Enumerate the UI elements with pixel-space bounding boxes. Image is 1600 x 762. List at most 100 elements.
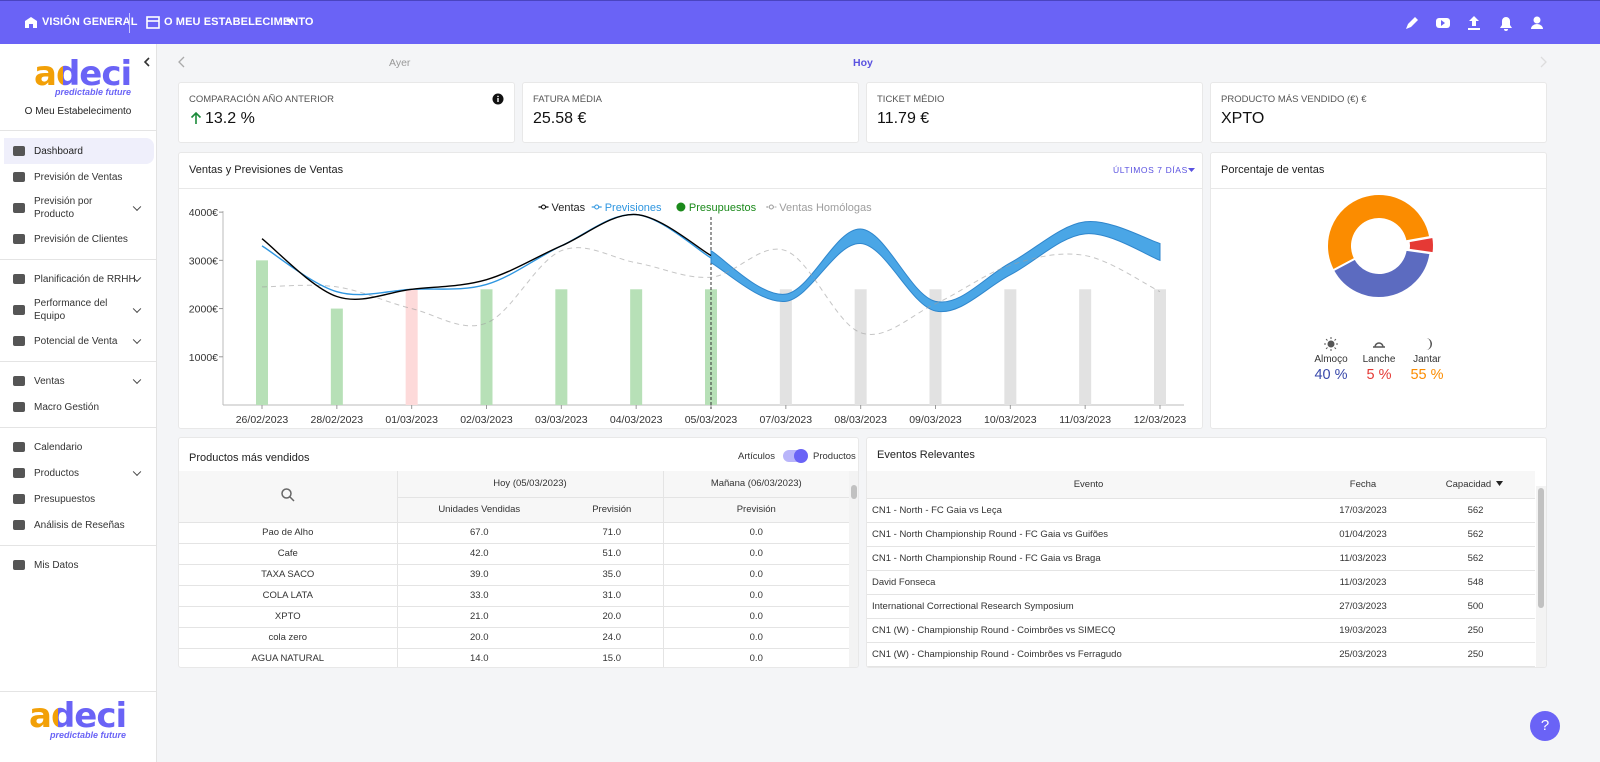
nav-item[interactable]: Mis Datos: [4, 552, 154, 578]
column-header[interactable]: Evento: [867, 471, 1310, 499]
caret: [1188, 168, 1195, 172]
event-row[interactable]: David Fonseca 11/03/2023 548: [867, 570, 1535, 595]
card-title: Porcentaje de ventas: [1221, 164, 1325, 176]
nav-label: Ventas: [34, 375, 65, 387]
scroll-thumb[interactable]: [851, 485, 857, 499]
establishment-menu[interactable]: O MEU ESTABELECIMENTO: [164, 16, 314, 28]
bell-icon[interactable]: [1500, 17, 1512, 31]
product-row[interactable]: Cafe 42.0 51.0 0.0: [179, 543, 849, 565]
nav-label: Macro Gestión: [34, 401, 100, 413]
nav-item[interactable]: Productos: [4, 460, 154, 486]
meal-icon: [1426, 338, 1432, 350]
number-cell: 51.0: [561, 543, 664, 565]
nav-label: Presupuestos: [34, 493, 96, 505]
kpi-card: TICKET MÉDIO 11.79 €: [866, 82, 1203, 143]
number-cell: 42.0: [397, 543, 561, 565]
kpi-label: FATURA MÉDIA: [533, 94, 602, 105]
nav-icon: [13, 146, 25, 156]
scrollbar[interactable]: [1536, 486, 1546, 667]
next-arrow[interactable]: [1538, 56, 1548, 68]
event-row[interactable]: CN1 - North Championship Round - FC Gaia…: [867, 522, 1535, 547]
nav-item[interactable]: Ventas: [4, 368, 154, 394]
toggle[interactable]: [783, 449, 808, 463]
sales-chart: 1000€ 2000€ 3000€ 4000€ 26/02/2023 28/02/2023…: [189, 202, 1187, 426]
group-header: Hoy (05/03/2023): [397, 471, 664, 498]
nav-label: Dashboard: [34, 145, 83, 157]
search-cell: [179, 471, 398, 523]
products-card: Productos más vendidos Artículos Product…: [178, 437, 859, 668]
nav-item[interactable]: Presupuestos: [4, 486, 154, 512]
product-row[interactable]: AGUA NATURAL 14.0 15.0 0.0: [179, 648, 849, 667]
nav-icon: [13, 560, 25, 570]
toggle-knob: [794, 449, 808, 463]
info-icon[interactable]: [492, 93, 504, 105]
chevron: [132, 375, 142, 385]
event-name: CN1 - North Championship Round - FC Gaia…: [867, 546, 1310, 571]
nav-label: Potencial de Venta: [34, 335, 118, 347]
product-row[interactable]: Pao de Alho 67.0 71.0 0.0: [179, 522, 849, 544]
column-header[interactable]: Capacidad: [1416, 471, 1535, 499]
collapse-button[interactable]: [143, 57, 151, 67]
x-tick-label: 11/03/2023: [1059, 414, 1111, 426]
product-name: AGUA NATURAL: [179, 648, 398, 667]
product-name: XPTO: [179, 606, 398, 628]
range-selector[interactable]: ÚLTIMOS 7 DÍAS: [1113, 165, 1188, 175]
nav-item[interactable]: Análisis de Reseñas: [4, 512, 154, 538]
user-icon[interactable]: [1533, 16, 1541, 24]
upload-icon[interactable]: [1468, 16, 1480, 30]
product-name: cola zero: [179, 627, 398, 649]
ray: [1325, 347, 1328, 350]
x-tick-label: 26/02/2023: [236, 414, 289, 426]
group-header: Mañana (06/03/2023): [663, 471, 849, 498]
nav-item[interactable]: Macro Gestión: [4, 394, 154, 420]
nav-item[interactable]: Potencial de Venta: [4, 328, 154, 354]
product-row[interactable]: XPTO 21.0 20.0 0.0: [179, 606, 849, 628]
nav-item[interactable]: Previsión de Clientes: [4, 226, 154, 252]
previous-day[interactable]: Ayer: [389, 57, 411, 69]
store-icon: [146, 16, 160, 29]
current-day[interactable]: Hoy: [853, 57, 873, 69]
nav-item[interactable]: Planificación de RRHH: [4, 266, 154, 292]
event-row[interactable]: CN1 - North Championship Round - FC Gaia…: [867, 546, 1535, 571]
legend-marker: [541, 204, 546, 210]
nav-icon: [13, 520, 25, 530]
nav-label: Mis Datos: [34, 559, 79, 571]
number-cell: 20.0: [561, 606, 664, 628]
event-name: David Fonseca: [867, 570, 1310, 595]
event-name: CN1 (W) - Championship Round - Coimbrões…: [867, 618, 1310, 643]
product-row[interactable]: COLA LATA 33.0 31.0 0.0: [179, 585, 849, 607]
nav-icon: [13, 402, 25, 412]
edit-icon[interactable]: [1406, 17, 1418, 29]
product-row[interactable]: TAXA SACO 39.0 35.0 0.0: [179, 564, 849, 586]
nav-item[interactable]: Previsión por Producto: [4, 190, 154, 226]
number-cell: 67.0: [397, 522, 561, 544]
nav-item[interactable]: Previsión de Ventas: [4, 164, 154, 190]
logo: adeci: [34, 54, 132, 94]
event-row[interactable]: CN1 - North - FC Gaia vs Leça 17/03/2023 5…: [867, 498, 1535, 523]
moon: [1426, 338, 1432, 350]
prev-arrow[interactable]: [177, 56, 187, 68]
kpi-label: PRODUCTO MÁS VENDIDO (€) €: [1221, 94, 1367, 105]
scrollbar[interactable]: [849, 471, 858, 667]
event-row[interactable]: CN1 (W) - Championship Round - Coimbrões…: [867, 618, 1535, 643]
nav-item[interactable]: Dashboard: [4, 138, 154, 164]
product-row[interactable]: cola zero 20.0 24.0 0.0: [179, 627, 849, 649]
kpi-label: COMPARACIÓN AÑO ANTERIOR: [189, 94, 334, 105]
sales-chart-card: Ventas y Previsiones de Ventas ÚLTIMOS 7…: [178, 152, 1203, 429]
nav-label: Calendario: [34, 441, 83, 453]
nav-icon: [13, 468, 25, 478]
overview-link[interactable]: VISIÓN GENERAL: [42, 16, 138, 28]
nav-item[interactable]: Calendario: [4, 434, 154, 460]
sunset: [1373, 342, 1385, 348]
budget-bar: [480, 289, 493, 405]
column-header[interactable]: Fecha: [1310, 471, 1416, 499]
separator: [0, 130, 156, 131]
help-button[interactable]: ?: [1530, 711, 1560, 741]
event-row[interactable]: CN1 (W) - Championship Round - Coimbrões…: [867, 642, 1535, 667]
kpi-card: COMPARACIÓN AÑO ANTERIOR 13.2 %: [178, 82, 515, 143]
number-cell: 0.0: [663, 585, 849, 607]
nav-item[interactable]: Performance del Equipo: [4, 292, 154, 328]
scroll-thumb[interactable]: [1538, 488, 1544, 608]
event-row[interactable]: International Correctional Research Symp…: [867, 594, 1535, 619]
